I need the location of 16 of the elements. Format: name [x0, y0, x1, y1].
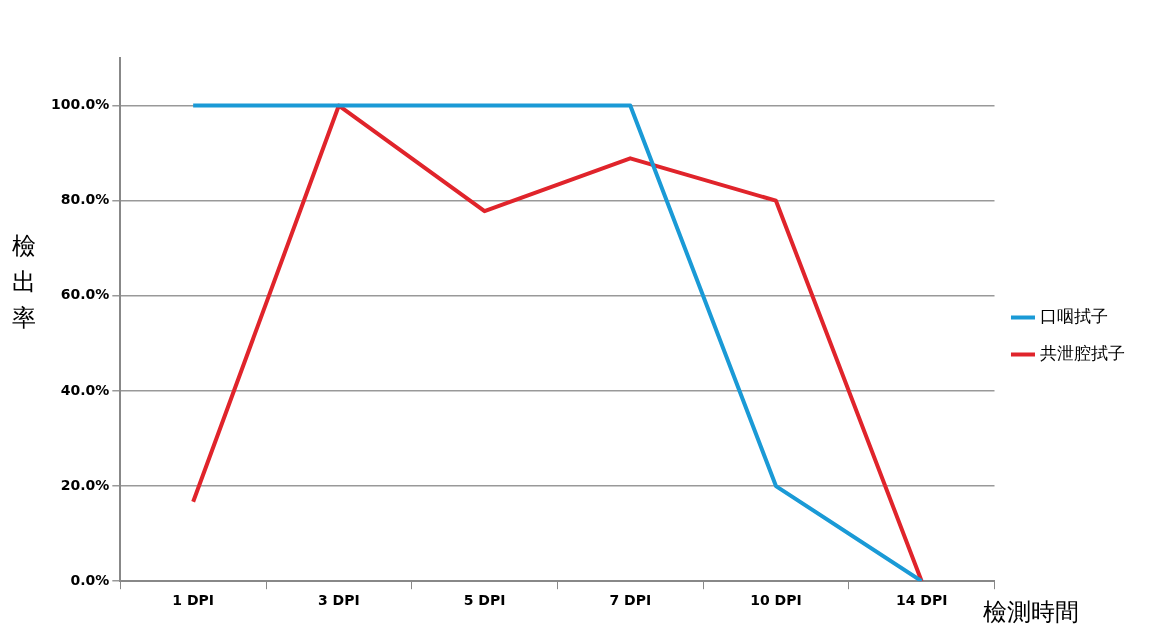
- y-tick-label: 60.0%: [60, 286, 110, 303]
- x-tick-label: 1 DPI: [172, 592, 215, 609]
- x-axis-title: 檢測時間: [983, 597, 1079, 628]
- x-tick-label: 14 DPI: [895, 592, 948, 609]
- y-axis-title: 檢出率: [12, 231, 37, 334]
- x-tick-label: 7 DPI: [609, 592, 652, 609]
- x-tick-label: 3 DPI: [318, 592, 360, 609]
- y-tick-label: 20.0%: [60, 476, 110, 493]
- legend-label: 共泄腔拭子: [1040, 342, 1125, 363]
- y-tick-label: 40.0%: [60, 381, 110, 398]
- y-tick-label: 100.0%: [51, 96, 110, 113]
- x-tick-label: 5 DPI: [463, 592, 506, 609]
- y-tick-label: 0.0%: [70, 571, 110, 588]
- legend-label: 口咽拭子: [1040, 305, 1108, 326]
- y-tick-label: 80.0%: [60, 191, 110, 208]
- x-tick-label: 10 DPI: [750, 592, 802, 609]
